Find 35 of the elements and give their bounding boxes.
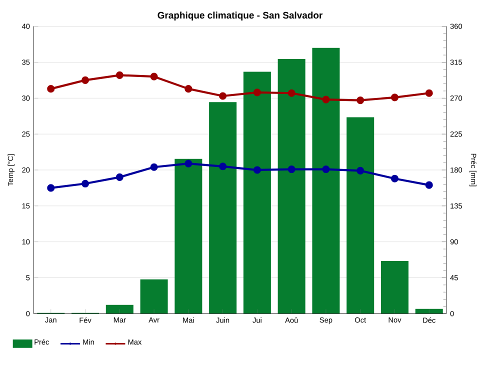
bar (380, 260, 408, 314)
point (219, 92, 227, 100)
point (81, 76, 90, 84)
point (81, 180, 90, 188)
point (184, 160, 192, 168)
point (253, 166, 261, 174)
point (425, 89, 433, 97)
point (47, 84, 55, 92)
point (390, 94, 399, 102)
point (47, 184, 55, 192)
chart-title: Graphique climatique - San Salvador (158, 12, 323, 20)
point (288, 165, 296, 173)
bar (174, 158, 202, 314)
point (356, 166, 364, 174)
point (116, 71, 124, 79)
point (184, 84, 192, 92)
point (425, 181, 433, 189)
point (288, 89, 296, 97)
point (116, 173, 124, 181)
point (150, 163, 158, 171)
bar (278, 58, 306, 314)
point (253, 88, 261, 96)
bar (243, 72, 271, 314)
point (219, 162, 227, 170)
bar (346, 117, 374, 314)
bar (209, 102, 237, 314)
point (322, 165, 330, 173)
bar (312, 48, 340, 314)
point (322, 96, 330, 104)
bar (106, 304, 134, 314)
bar (140, 279, 168, 314)
point (150, 72, 158, 80)
bar (415, 308, 443, 314)
point (356, 96, 364, 104)
point (390, 174, 399, 182)
